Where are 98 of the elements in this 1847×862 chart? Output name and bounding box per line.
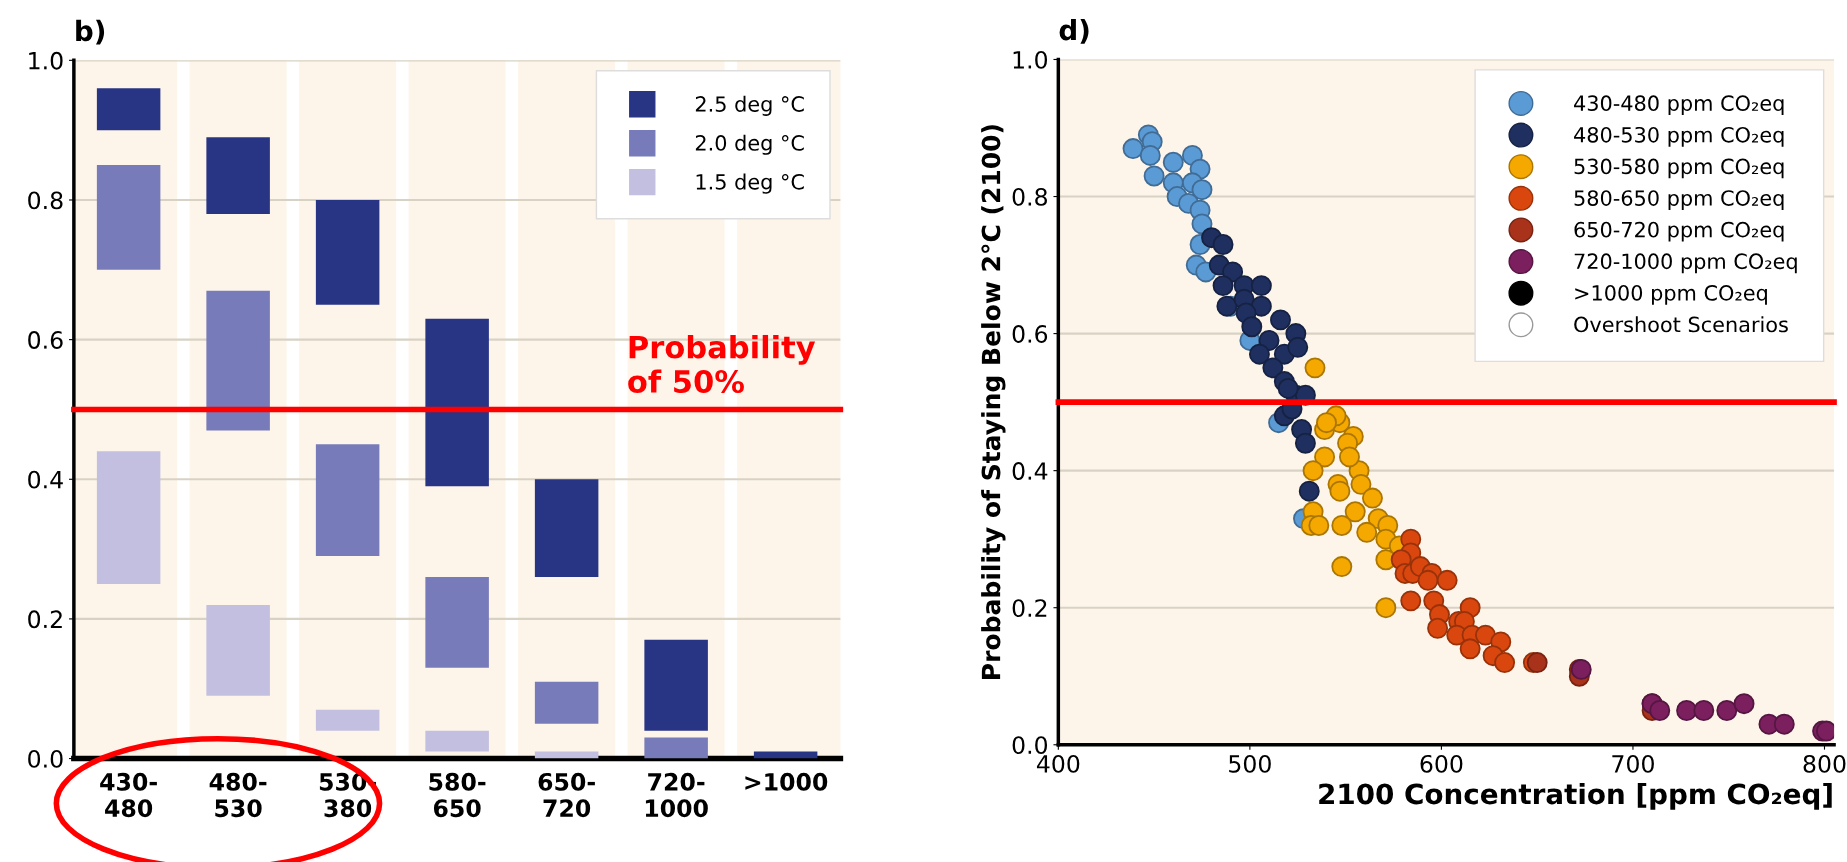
y-tick-label: 0.6 xyxy=(1012,325,1048,343)
x-tick-label: 720- 1000 xyxy=(645,772,708,818)
point xyxy=(1344,501,1366,523)
point xyxy=(1494,652,1516,674)
point xyxy=(1270,309,1291,331)
point xyxy=(1649,700,1671,721)
point xyxy=(1361,487,1383,509)
point xyxy=(1143,165,1165,187)
bar xyxy=(96,88,161,131)
x-tick-label: 430- 480 xyxy=(100,772,157,818)
x-tick-label: 800 xyxy=(1803,754,1846,773)
bar xyxy=(96,451,161,584)
legend-label: 480-530 ppm CO₂eq xyxy=(1574,126,1784,147)
point xyxy=(1316,412,1337,434)
y-tick-label: 0.2 xyxy=(1012,599,1047,618)
point xyxy=(1356,521,1378,543)
point xyxy=(1277,377,1299,399)
point xyxy=(1331,514,1353,536)
legend-label: 650-720 ppm CO₂eq xyxy=(1574,221,1784,242)
legend-label: 2.5 deg °C xyxy=(695,95,804,116)
bar xyxy=(425,730,489,752)
y-tick-label: 0.6 xyxy=(28,331,63,349)
legend-label: 720-1000 ppm CO₂eq xyxy=(1574,253,1797,274)
bar xyxy=(425,577,489,668)
y-tick-label: 0.4 xyxy=(1012,462,1048,480)
y-tick-label: 0.0 xyxy=(1012,736,1048,755)
point xyxy=(1417,569,1439,591)
x-axis-title: 2100 Concentration [ppm CO₂eq] xyxy=(1319,782,1832,810)
point xyxy=(1262,357,1284,379)
bar xyxy=(534,479,599,578)
x-tick-label: 400 xyxy=(1036,754,1080,773)
point xyxy=(1216,295,1238,317)
bar xyxy=(644,639,708,731)
bar xyxy=(644,737,708,759)
point xyxy=(1400,590,1422,612)
point xyxy=(1162,151,1184,173)
point xyxy=(1191,179,1213,201)
bar xyxy=(315,444,380,557)
point xyxy=(1676,700,1698,721)
point xyxy=(1427,617,1449,639)
y-tick-label: 0.4 xyxy=(28,470,63,489)
point xyxy=(1436,569,1458,591)
point xyxy=(1294,432,1316,454)
point xyxy=(1716,700,1738,721)
y-tick-label: 1.0 xyxy=(1013,50,1048,69)
point xyxy=(1773,713,1795,735)
y-tick-label: 0.2 xyxy=(28,610,62,629)
point xyxy=(1375,597,1397,619)
point xyxy=(1287,336,1309,358)
bar xyxy=(96,165,161,270)
x-tick-label: 580- 650 xyxy=(429,772,486,818)
point xyxy=(1314,446,1336,468)
legend-label: 430-480 ppm CO₂eq xyxy=(1574,95,1784,116)
bar xyxy=(206,604,270,696)
point xyxy=(1733,693,1755,715)
legend-label: 530-580 ppm CO₂eq xyxy=(1574,158,1784,179)
point xyxy=(1331,556,1353,578)
point xyxy=(1338,446,1360,468)
y-tick-label: 0.0 xyxy=(28,750,63,768)
ref-line-label: Probability of 50% xyxy=(628,334,816,394)
y-tick-label: 1.0 xyxy=(29,51,63,70)
legend-label: 1.5 deg °C xyxy=(696,173,804,194)
y-tick-label: 0.8 xyxy=(28,191,63,210)
y-tick-label: 0.8 xyxy=(1012,187,1047,206)
bar xyxy=(315,709,380,731)
x-tick-label: 650- 720 xyxy=(538,772,595,818)
x-tick-label: >1000 xyxy=(745,772,828,791)
point xyxy=(1693,700,1715,721)
point xyxy=(1241,316,1263,338)
point xyxy=(1298,480,1320,502)
x-tick-label: 700 xyxy=(1612,754,1654,773)
point xyxy=(1459,638,1481,660)
point xyxy=(1304,357,1326,379)
x-tick-label: 480- 530 xyxy=(209,772,267,818)
bar xyxy=(425,318,489,487)
legend-label: 2.0 deg °C xyxy=(695,134,804,155)
x-tick-label: 500 xyxy=(1229,754,1271,773)
point xyxy=(1308,514,1330,536)
point xyxy=(1139,144,1161,166)
point xyxy=(1302,460,1324,482)
bar xyxy=(206,137,270,214)
point xyxy=(1329,480,1351,502)
point xyxy=(1122,138,1144,160)
point xyxy=(1250,275,1272,297)
point xyxy=(1350,473,1372,495)
point xyxy=(1212,275,1234,297)
bar xyxy=(534,681,599,724)
legend-label: 580-650 ppm CO₂eq xyxy=(1574,190,1784,210)
legend-label: >1000 ppm CO₂eq xyxy=(1575,284,1767,305)
chart-title: b) xyxy=(76,19,105,45)
chart-title: d) xyxy=(1059,18,1089,44)
legend-label: Overshoot Scenarios xyxy=(1574,316,1788,333)
x-tick-label: 600 xyxy=(1420,754,1463,773)
point xyxy=(1248,343,1270,365)
y-axis-title: Probability of Staying Below 2°C (2100) xyxy=(981,125,1006,679)
point xyxy=(1212,234,1234,255)
bar xyxy=(315,199,380,305)
bar xyxy=(206,290,270,431)
